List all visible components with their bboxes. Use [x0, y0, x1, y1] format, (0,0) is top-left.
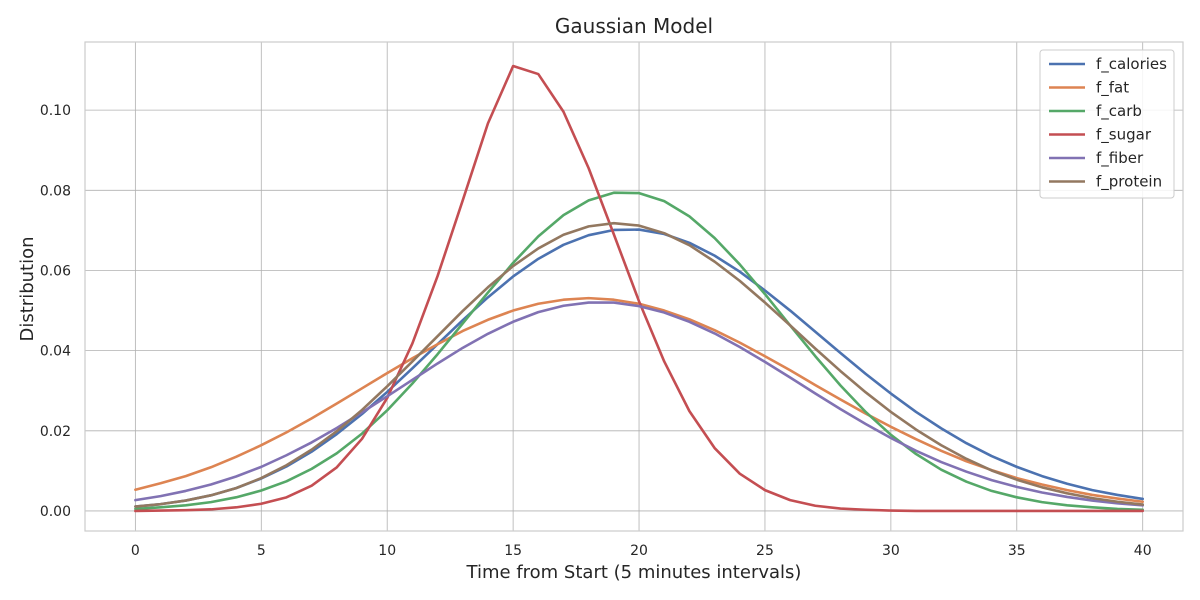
legend-label-f-calories: f_calories [1096, 55, 1167, 74]
x-tick-label: 0 [131, 543, 140, 559]
y-tick-label: 0.06 [40, 263, 71, 279]
y-tick-label: 0.00 [40, 504, 71, 520]
series-line-f-sugar [134, 64, 1145, 513]
x-tick-label: 40 [1134, 543, 1152, 559]
series-layer [134, 64, 1145, 513]
plot-frame [84, 41, 1184, 532]
y-tick-label: 0.02 [40, 424, 71, 440]
y-tick-label: 0.04 [40, 344, 71, 360]
legend-label-f-carb: f_carb [1096, 102, 1142, 121]
y-tick-label: 0.08 [40, 183, 71, 199]
x-tick-label: 30 [882, 543, 900, 559]
x-tick-label: 20 [630, 543, 648, 559]
series-line-f-fiber [134, 301, 1145, 507]
y-axis: 0.00 0.02 0.04 0.06 0.08 0.10 [40, 103, 71, 520]
chart-title: Gaussian Model [555, 14, 713, 38]
series-line-f-carb [134, 191, 1145, 512]
legend-label-f-fiber: f_fiber [1096, 149, 1144, 168]
y-axis-label: Distribution [17, 236, 38, 341]
x-tick-label: 15 [504, 543, 522, 559]
series-line-f-calories [134, 228, 1145, 508]
x-tick-label: 35 [1008, 543, 1026, 559]
x-tick-label: 25 [756, 543, 774, 559]
legend-label-f-fat: f_fat [1096, 79, 1129, 98]
x-axis-label: Time from Start (5 minutes intervals) [466, 562, 802, 583]
y-tick-label: 0.10 [40, 103, 71, 119]
legend-label-f-protein: f_protein [1096, 173, 1162, 192]
x-axis: 0 5 10 15 20 25 30 35 40 [131, 543, 1152, 559]
x-tick-label: 5 [257, 543, 266, 559]
legend: f_calories f_fat f_carb f_sugar f_fiber f_pro… [1039, 49, 1175, 199]
x-tick-label: 10 [378, 543, 396, 559]
series-line-f-protein [134, 221, 1145, 508]
legend-label-f-sugar: f_sugar [1096, 126, 1152, 145]
